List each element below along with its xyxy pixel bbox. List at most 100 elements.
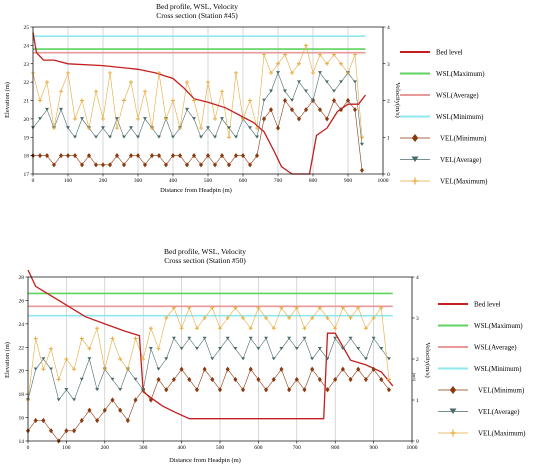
vel-point: [304, 89, 308, 93]
vel-point: [94, 89, 98, 94]
vel-point: [73, 135, 77, 139]
vel-point: [150, 126, 154, 131]
vel-point: [241, 116, 245, 121]
plot-frame: [32, 26, 384, 175]
vel-point: [171, 98, 175, 103]
vel-point: [271, 376, 276, 383]
vel-point: [87, 126, 91, 131]
y2-tick-label: 3: [416, 316, 419, 322]
vel-point: [294, 376, 299, 383]
vel-point: [171, 135, 175, 139]
y-tick-label: 24: [19, 322, 25, 328]
legend-label: WSL(Maximum): [436, 70, 485, 78]
vel-point: [87, 407, 92, 413]
vel-point: [210, 305, 215, 310]
vel-point: [318, 71, 322, 75]
vel-point: [304, 107, 308, 113]
vel-point: [356, 366, 361, 372]
vel-point: [363, 357, 368, 361]
vel-point: [348, 336, 353, 340]
vel-point: [283, 52, 287, 57]
x-tick-label: 400: [169, 178, 178, 184]
vel-point: [255, 126, 259, 131]
vel-point: [210, 376, 215, 383]
vel-point: [371, 366, 376, 372]
vel-point: [33, 417, 38, 424]
vel-point: [129, 153, 133, 159]
x-tick-label: 200: [101, 445, 110, 451]
vel-point: [171, 376, 176, 383]
vel-point: [256, 376, 261, 383]
vel-point: [283, 89, 287, 93]
vel-point: [310, 357, 315, 361]
vel-point: [220, 153, 224, 159]
vel-point: [122, 98, 126, 103]
vel-point: [356, 346, 361, 351]
vel-point: [157, 135, 161, 139]
vel-point: [79, 417, 84, 424]
vel-point: [101, 162, 105, 168]
vel-point: [133, 397, 138, 403]
vel-point: [73, 116, 77, 121]
vel-point: [283, 97, 287, 104]
vel-point: [143, 117, 147, 121]
vel-point: [360, 142, 364, 146]
vel-point: [227, 162, 231, 168]
vel-point: [194, 326, 199, 331]
vel-point: [101, 126, 105, 130]
vel-point: [348, 316, 353, 320]
vel-point: [360, 135, 364, 140]
vel-point: [171, 153, 175, 159]
vel-point: [185, 107, 189, 112]
vel-point: [340, 305, 345, 310]
legend-label: Bed level: [436, 49, 463, 57]
vel-point: [317, 346, 322, 351]
vel-point: [318, 107, 322, 113]
y2-tick-label: 0: [416, 439, 419, 445]
y-tick-label: 20: [24, 117, 30, 123]
legend-label: WSL(Average): [436, 92, 479, 100]
y2-tick-label: 4: [416, 275, 419, 281]
vel-point: [80, 162, 84, 168]
vel-point: [156, 376, 161, 383]
vel-point: [87, 346, 92, 351]
vel-point: [108, 162, 112, 168]
vel-point: [371, 336, 376, 340]
vel-point: [386, 377, 391, 382]
x-tick-label: 700: [274, 178, 283, 184]
vel-point: [248, 326, 253, 331]
y-tick-label: 25: [24, 25, 30, 31]
y-tick-label: 19: [24, 135, 30, 141]
legend-marker: [411, 156, 419, 162]
vel-point: [353, 52, 357, 57]
vel-point: [194, 346, 199, 351]
vel-point: [95, 417, 100, 424]
x-tick-label: 0: [27, 445, 30, 451]
vel-point: [379, 346, 384, 351]
legend-label: VEL(Maximum): [478, 430, 526, 438]
vel-point: [73, 153, 77, 159]
vel-point: [178, 153, 182, 159]
y2-tick-label: 2: [387, 99, 390, 105]
y2-unit-note: (m/s): [412, 373, 417, 382]
vel-point: [227, 126, 231, 130]
vel-point: [325, 316, 330, 320]
vel-point: [379, 376, 384, 383]
vel-point: [297, 61, 301, 66]
vel-point: [346, 97, 350, 104]
vel-point: [64, 428, 69, 434]
vel-point: [194, 387, 199, 393]
x-tick-label: 500: [216, 445, 225, 451]
vel-point: [218, 326, 222, 331]
vel-point: [276, 125, 280, 131]
y-tick-label: 17: [24, 172, 30, 178]
vel-series-2: [32, 44, 363, 138]
legend-label: WSL(Maximum): [474, 322, 523, 330]
x-tick-label: 100: [64, 178, 73, 184]
vel-point: [304, 43, 308, 48]
vel-point: [179, 366, 184, 372]
x-tick-label: 300: [139, 445, 148, 451]
vel-point: [41, 357, 46, 361]
vel-point: [218, 387, 222, 393]
vel-point: [206, 126, 210, 130]
